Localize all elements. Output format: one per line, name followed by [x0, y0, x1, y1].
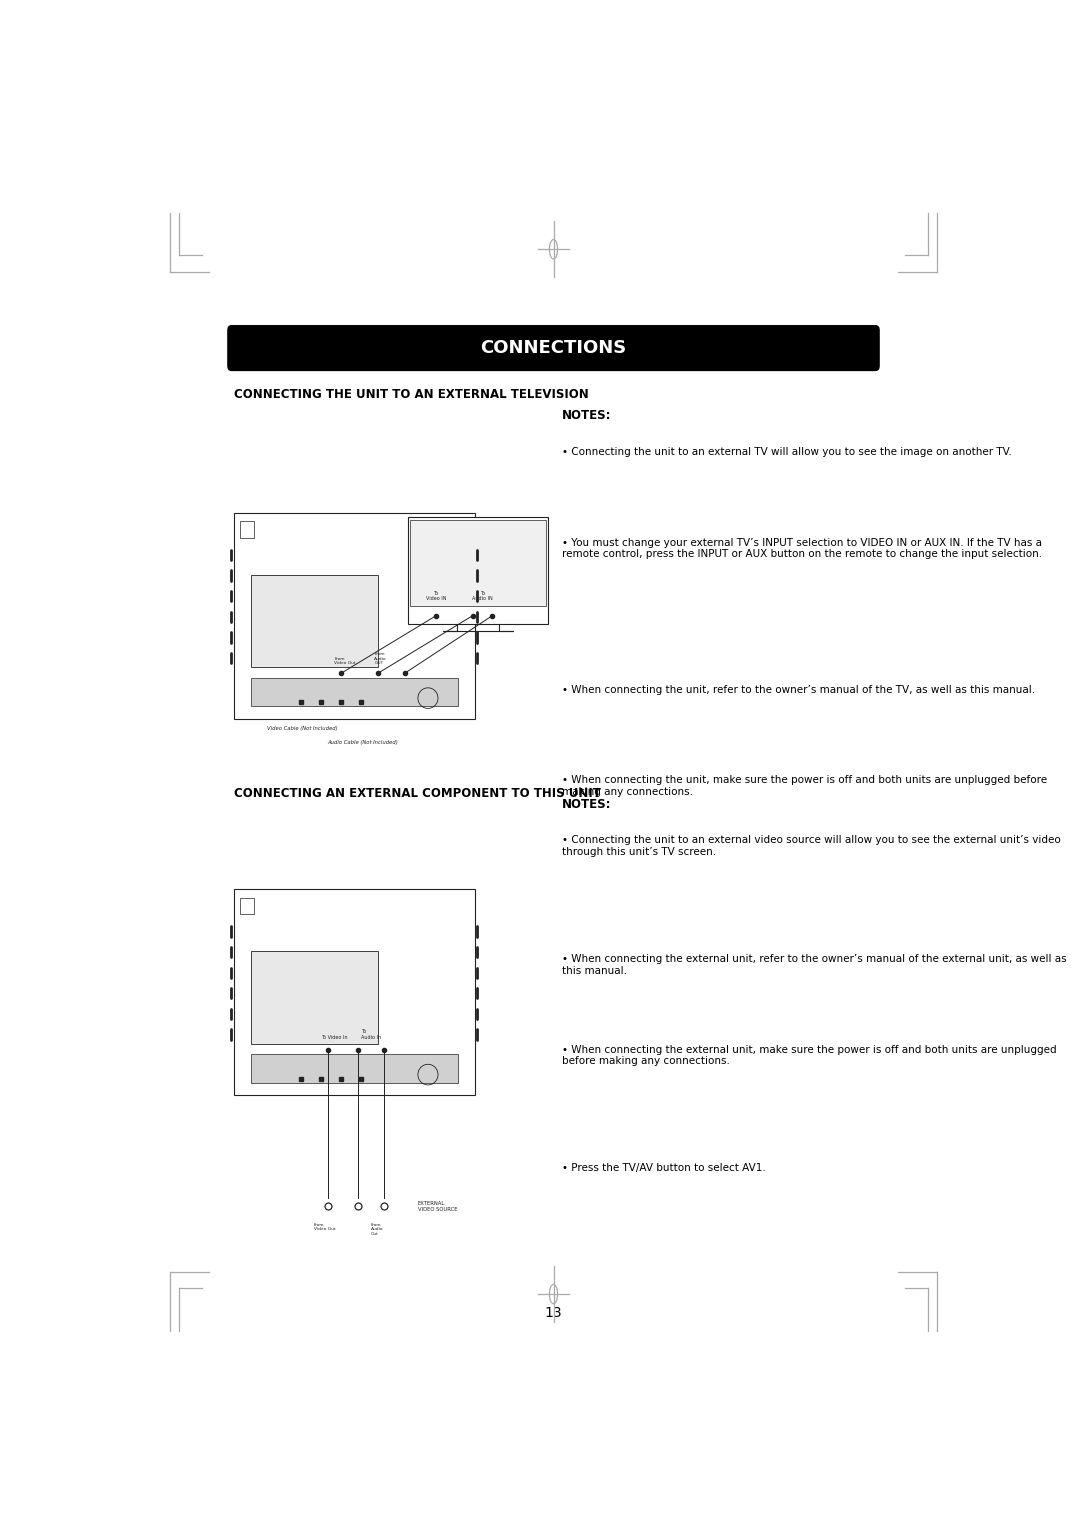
Text: To
Audio IN: To Audio IN	[472, 590, 492, 602]
Text: NOTES:: NOTES:	[562, 410, 611, 422]
FancyBboxPatch shape	[251, 677, 458, 706]
Text: • When connecting the unit, refer to the owner’s manual of the TV, as well as th: • When connecting the unit, refer to the…	[562, 685, 1035, 695]
Text: • When connecting the external unit, refer to the owner’s manual of the external: • When connecting the external unit, ref…	[562, 953, 1066, 975]
FancyBboxPatch shape	[233, 889, 475, 1096]
FancyBboxPatch shape	[228, 325, 879, 370]
Text: Audio Cable (Not Included): Audio Cable (Not Included)	[327, 740, 399, 744]
Text: • You must change your external TV’s INPUT selection to VIDEO IN or AUX IN. If t: • You must change your external TV’s INP…	[562, 538, 1042, 559]
Text: • Press the TV/AV button to select AV1.: • Press the TV/AV button to select AV1.	[562, 1163, 766, 1174]
Text: • When connecting the external unit, make sure the power is off and both units a: • When connecting the external unit, mak…	[562, 1045, 1056, 1067]
FancyBboxPatch shape	[251, 950, 378, 1044]
FancyBboxPatch shape	[251, 575, 378, 668]
Text: From
Audio
OUT: From Audio OUT	[375, 652, 387, 665]
FancyBboxPatch shape	[251, 1054, 458, 1083]
Text: To
Audio In: To Audio In	[361, 1028, 381, 1039]
Text: CONNECTING THE UNIT TO AN EXTERNAL TELEVISION: CONNECTING THE UNIT TO AN EXTERNAL TELEV…	[233, 388, 589, 400]
FancyBboxPatch shape	[408, 516, 549, 623]
Text: Video Cable (Not Included): Video Cable (Not Included)	[267, 726, 338, 730]
Text: From
Video Out: From Video Out	[334, 657, 355, 665]
Text: EXTERNAL
VIDEO SOURCE: EXTERNAL VIDEO SOURCE	[418, 1201, 458, 1212]
Text: • Connecting the unit to an external TV will allow you to see the image on anoth: • Connecting the unit to an external TV …	[562, 446, 1012, 457]
Text: To Video In: To Video In	[321, 1034, 348, 1039]
Text: From
Audio
Out: From Audio Out	[372, 1222, 383, 1236]
Text: • Connecting the unit to an external video source will allow you to see the exte: • Connecting the unit to an external vid…	[562, 836, 1061, 857]
FancyBboxPatch shape	[233, 513, 475, 718]
FancyBboxPatch shape	[241, 521, 254, 538]
Text: NOTES:: NOTES:	[562, 798, 611, 810]
Text: 13: 13	[544, 1306, 563, 1320]
FancyBboxPatch shape	[410, 521, 546, 607]
Text: CONNECTIONS: CONNECTIONS	[481, 339, 626, 358]
Text: • When connecting the unit, make sure the power is off and both units are unplug: • When connecting the unit, make sure th…	[562, 775, 1047, 796]
Text: From
Video Out: From Video Out	[314, 1222, 336, 1232]
Text: CONNECTING AN EXTERNAL COMPONENT TO THIS UNIT: CONNECTING AN EXTERNAL COMPONENT TO THIS…	[233, 787, 600, 801]
Text: To
Video IN: To Video IN	[426, 590, 446, 602]
FancyBboxPatch shape	[241, 897, 254, 914]
